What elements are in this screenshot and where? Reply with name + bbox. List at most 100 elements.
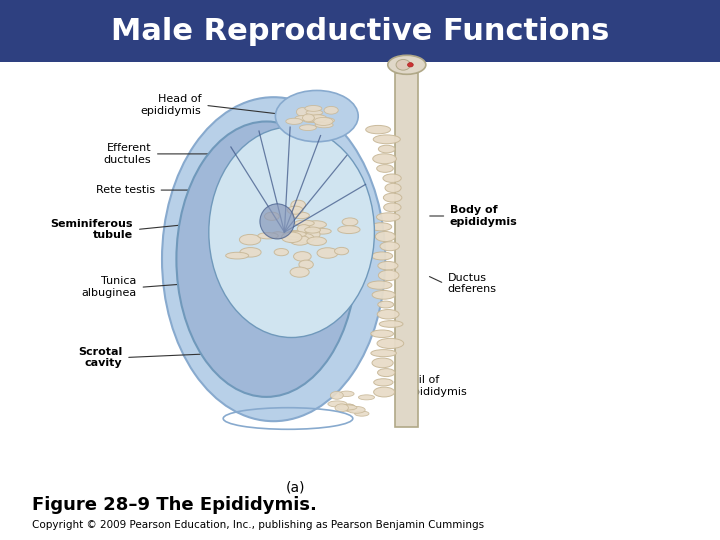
Ellipse shape [264,212,279,220]
Ellipse shape [260,204,294,239]
Ellipse shape [314,117,333,125]
Ellipse shape [338,226,360,234]
Ellipse shape [314,228,331,234]
Ellipse shape [292,212,310,219]
Ellipse shape [294,220,314,226]
Ellipse shape [372,252,392,260]
Ellipse shape [176,122,356,397]
Ellipse shape [335,247,348,255]
Ellipse shape [306,110,323,115]
Ellipse shape [379,270,399,281]
Ellipse shape [371,330,393,338]
Text: Body of
epididymis: Body of epididymis [450,205,518,227]
Ellipse shape [370,223,392,231]
Ellipse shape [302,114,315,122]
Text: Rete testis: Rete testis [96,185,155,195]
Ellipse shape [377,339,404,348]
Ellipse shape [377,369,395,376]
Ellipse shape [287,231,306,237]
Text: Spermatic cord: Spermatic cord [418,52,503,62]
Ellipse shape [286,118,302,124]
Ellipse shape [162,97,385,421]
Ellipse shape [335,404,348,411]
Ellipse shape [355,411,369,416]
Ellipse shape [294,252,311,261]
Ellipse shape [290,235,310,245]
Ellipse shape [240,234,261,245]
Ellipse shape [342,218,358,226]
Ellipse shape [291,200,305,210]
Ellipse shape [343,404,356,411]
Ellipse shape [378,261,398,270]
Text: Tail of
epididymis: Tail of epididymis [407,375,467,397]
Ellipse shape [287,206,303,214]
Ellipse shape [339,391,354,396]
Ellipse shape [380,242,400,251]
Ellipse shape [379,321,403,327]
Ellipse shape [379,145,395,153]
Ellipse shape [377,309,399,319]
Text: (a): (a) [285,480,305,494]
Ellipse shape [377,165,393,172]
Ellipse shape [305,227,320,233]
Ellipse shape [286,231,305,240]
Text: Ductus
deferens: Ductus deferens [448,273,497,294]
Ellipse shape [368,281,392,289]
Ellipse shape [388,55,426,75]
Ellipse shape [383,193,402,202]
Ellipse shape [299,260,313,269]
Text: Male Reproductive Functions: Male Reproductive Functions [111,17,609,45]
Ellipse shape [378,301,394,308]
Ellipse shape [317,248,338,258]
Text: Tunica
albuginea: Tunica albuginea [81,276,137,298]
Ellipse shape [366,125,390,134]
Ellipse shape [328,401,347,407]
Ellipse shape [373,135,400,144]
Ellipse shape [307,237,326,246]
Circle shape [408,63,413,67]
Ellipse shape [290,267,309,277]
Ellipse shape [297,225,310,233]
Ellipse shape [287,233,300,240]
Ellipse shape [315,122,333,128]
Text: Testis: Testis [268,288,308,301]
Ellipse shape [295,116,315,120]
Ellipse shape [305,221,326,228]
Ellipse shape [258,233,278,239]
FancyBboxPatch shape [0,0,720,62]
Ellipse shape [372,291,395,299]
Ellipse shape [305,105,322,111]
Ellipse shape [300,125,316,131]
Ellipse shape [274,248,289,256]
Text: Head of
epididymis: Head of epididymis [141,94,202,116]
Ellipse shape [359,395,374,400]
Ellipse shape [297,233,314,243]
Ellipse shape [282,232,302,242]
Text: Seminiferous
tubule: Seminiferous tubule [50,219,133,240]
Ellipse shape [302,115,319,123]
Ellipse shape [225,252,248,259]
Ellipse shape [276,90,359,141]
Text: Scrotal
cavity: Scrotal cavity [78,347,122,368]
Ellipse shape [324,106,338,114]
Ellipse shape [319,118,335,123]
Ellipse shape [305,114,325,122]
Ellipse shape [297,107,308,116]
Ellipse shape [374,379,393,386]
Ellipse shape [371,349,397,357]
Text: Efferent
ductules: Efferent ductules [104,143,151,165]
Ellipse shape [374,387,395,397]
Ellipse shape [305,230,320,240]
Ellipse shape [373,154,397,164]
Ellipse shape [347,407,365,413]
Bar [395,73,418,427]
Ellipse shape [342,404,355,410]
Circle shape [396,59,410,70]
Text: Copyright © 2009 Pearson Education, Inc., publishing as Pearson Benjamin Cumming: Copyright © 2009 Pearson Education, Inc.… [32,520,485,530]
Ellipse shape [383,174,401,183]
Ellipse shape [271,232,284,239]
Ellipse shape [385,184,401,192]
Ellipse shape [384,203,401,212]
Ellipse shape [330,392,343,399]
Ellipse shape [240,247,261,257]
